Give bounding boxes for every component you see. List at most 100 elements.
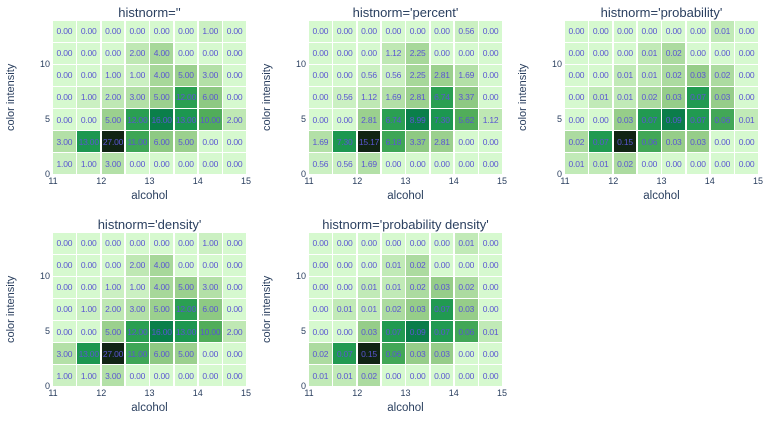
heatmap-cell[interactable]: 0.00 — [662, 21, 686, 42]
heatmap-cell[interactable]: 0.07 — [686, 87, 710, 108]
heatmap-cell[interactable]: 0.00 — [430, 21, 454, 42]
heatmap-cell[interactable]: 0.03 — [686, 131, 710, 152]
heatmap-cell[interactable]: 1.12 — [479, 109, 502, 130]
heatmap-cell[interactable]: 0.00 — [613, 21, 637, 42]
heatmap-cell[interactable]: 0.00 — [101, 43, 125, 64]
heatmap-cell[interactable]: 0.00 — [479, 87, 502, 108]
heatmap-cell[interactable]: 0.00 — [198, 255, 222, 276]
heatmap-cell[interactable]: 0.00 — [381, 153, 405, 174]
heatmap-cell[interactable]: 2.81 — [357, 109, 381, 130]
heatmap-cell[interactable]: 27.00 — [101, 343, 125, 364]
heatmap-cell[interactable]: 0.03 — [357, 321, 381, 342]
heatmap-cell[interactable]: 0.07 — [333, 343, 357, 364]
heatmap-cell[interactable]: 0.07 — [430, 321, 454, 342]
heatmap-cell[interactable]: 13.00 — [77, 343, 101, 364]
heatmap-cell[interactable]: 0.00 — [357, 21, 381, 42]
heatmap-cell[interactable]: 12.00 — [174, 87, 198, 108]
heatmap-cell[interactable]: 0.00 — [430, 153, 454, 174]
heatmap-cell[interactable]: 12.00 — [125, 109, 149, 130]
heatmap-cell[interactable]: 0.00 — [454, 131, 478, 152]
heatmap-cell[interactable]: 0.00 — [333, 21, 357, 42]
heatmap-cell[interactable]: 0.01 — [381, 277, 405, 298]
heatmap-cell[interactable]: 0.00 — [150, 153, 174, 174]
heatmap-cell[interactable]: 0.00 — [53, 299, 76, 320]
heatmap-cell[interactable]: 0.00 — [430, 233, 454, 254]
heatmap-cell[interactable]: 0.15 — [613, 131, 637, 152]
heatmap-cell[interactable]: 0.00 — [479, 365, 502, 386]
heatmap-cell[interactable]: 0.00 — [77, 233, 101, 254]
heatmap-cell[interactable]: 1.00 — [53, 365, 76, 386]
heatmap-cell[interactable]: 0.00 — [710, 153, 734, 174]
heatmap-cell[interactable]: 0.56 — [357, 65, 381, 86]
heatmap-cell[interactable]: 12.00 — [125, 321, 149, 342]
heatmap-cell[interactable]: 1.69 — [454, 65, 478, 86]
heatmap-cell[interactable]: 0.02 — [454, 277, 478, 298]
heatmap-cell[interactable]: 0.02 — [710, 65, 734, 86]
heatmap-cell[interactable]: 2.00 — [125, 43, 149, 64]
heatmap-cell[interactable]: 0.00 — [53, 233, 76, 254]
heatmap-cell[interactable]: 0.02 — [381, 299, 405, 320]
heatmap-cell[interactable]: 0.00 — [357, 43, 381, 64]
heatmap-cell[interactable]: 1.00 — [77, 87, 101, 108]
heatmap-cell[interactable]: 0.00 — [223, 87, 246, 108]
heatmap-cell[interactable]: 5.00 — [101, 109, 125, 130]
heatmap-cell[interactable]: 0.00 — [174, 153, 198, 174]
heatmap-cell[interactable]: 0.00 — [77, 321, 101, 342]
heatmap-cell[interactable]: 0.56 — [333, 87, 357, 108]
heatmap-cell[interactable]: 2.00 — [101, 299, 125, 320]
heatmap-cell[interactable]: 0.00 — [479, 233, 502, 254]
heatmap-cell[interactable]: 0.01 — [710, 21, 734, 42]
heatmap-cell[interactable]: 0.00 — [53, 43, 76, 64]
heatmap-cell[interactable]: 3.00 — [101, 365, 125, 386]
heatmap-cell[interactable]: 1.00 — [53, 153, 76, 174]
heatmap-cell[interactable]: 0.00 — [77, 255, 101, 276]
heatmap-cell[interactable]: 2.00 — [101, 87, 125, 108]
heatmap-cell[interactable]: 0.03 — [686, 65, 710, 86]
heatmap-cell[interactable]: 0.00 — [613, 43, 637, 64]
heatmap-cell[interactable]: 0.00 — [125, 153, 149, 174]
heatmap-cell[interactable]: 0.00 — [637, 153, 661, 174]
heatmap-cell[interactable]: 8.99 — [406, 109, 430, 130]
heatmap-cell[interactable]: 0.00 — [223, 21, 246, 42]
heatmap-cell[interactable]: 0.00 — [333, 109, 357, 130]
heatmap-cell[interactable]: 0.00 — [198, 365, 222, 386]
heatmap-cell[interactable]: 4.00 — [150, 43, 174, 64]
heatmap-cell[interactable]: 2.25 — [406, 43, 430, 64]
heatmap-cell[interactable]: 0.00 — [223, 43, 246, 64]
heatmap-cell[interactable]: 0.00 — [454, 343, 478, 364]
heatmap-cell[interactable]: 0.00 — [150, 365, 174, 386]
heatmap-cell[interactable]: 0.00 — [174, 43, 198, 64]
heatmap-cell[interactable]: 0.00 — [309, 255, 332, 276]
heatmap-cell[interactable]: 0.01 — [735, 109, 758, 130]
heatmap-cell[interactable]: 0.00 — [381, 233, 405, 254]
heatmap-cell[interactable]: 0.00 — [125, 233, 149, 254]
heatmap-cell[interactable]: 0.07 — [637, 109, 661, 130]
heatmap-cell[interactable]: 0.00 — [53, 65, 76, 86]
heatmap-cell[interactable]: 0.00 — [309, 277, 332, 298]
heatmap-cell[interactable]: 0.00 — [333, 321, 357, 342]
heatmap-cell[interactable]: 0.00 — [223, 343, 246, 364]
heatmap-cell[interactable]: 13.00 — [174, 109, 198, 130]
heatmap-cell[interactable]: 3.00 — [53, 131, 76, 152]
heatmap-cell[interactable]: 0.00 — [479, 343, 502, 364]
heatmap-cell[interactable]: 0.00 — [637, 21, 661, 42]
heatmap-cell[interactable]: 1.00 — [77, 153, 101, 174]
heatmap-cell[interactable]: 0.02 — [406, 255, 430, 276]
heatmap-cell[interactable]: 4.00 — [150, 255, 174, 276]
heatmap-cell[interactable]: 0.00 — [77, 65, 101, 86]
heatmap-cell[interactable]: 0.00 — [223, 277, 246, 298]
heatmap-plot[interactable]: 0.00 0.00 0.00 0.00 0.00 0.00 0.01 0.00 0.00 0.00… — [565, 21, 758, 174]
heatmap-cell[interactable]: 0.02 — [309, 343, 332, 364]
heatmap-cell[interactable]: 13.00 — [174, 321, 198, 342]
heatmap-cell[interactable]: 0.00 — [309, 65, 332, 86]
heatmap-cell[interactable]: 0.00 — [589, 43, 613, 64]
heatmap-cell[interactable]: 0.06 — [454, 321, 478, 342]
heatmap-cell[interactable]: 0.01 — [637, 43, 661, 64]
heatmap-cell[interactable]: 0.00 — [565, 21, 588, 42]
heatmap-cell[interactable]: 4.00 — [150, 65, 174, 86]
heatmap-cell[interactable]: 0.00 — [53, 255, 76, 276]
heatmap-cell[interactable]: 6.00 — [150, 131, 174, 152]
heatmap-cell[interactable]: 0.07 — [430, 299, 454, 320]
heatmap-cell[interactable]: 0.00 — [454, 365, 478, 386]
heatmap-cell[interactable]: 0.01 — [589, 87, 613, 108]
